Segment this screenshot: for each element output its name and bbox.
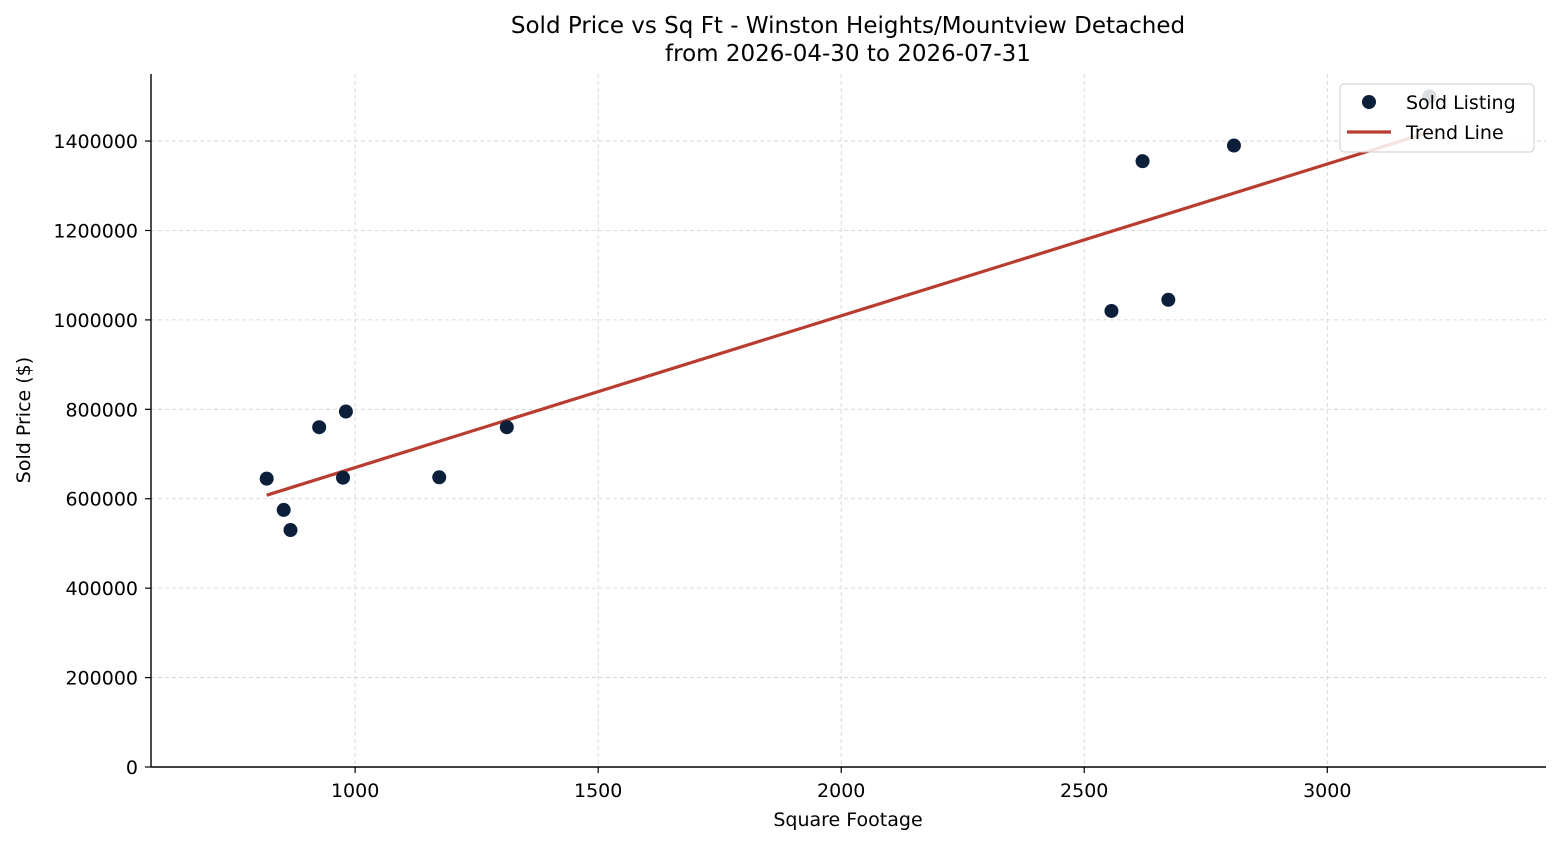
data-point [499, 420, 514, 435]
y-tick-label: 200000 [65, 668, 138, 690]
data-point [1161, 292, 1176, 307]
legend: Sold Listing Trend Line [1339, 83, 1535, 153]
data-point [335, 470, 350, 485]
x-axis-label: Square Footage [773, 809, 922, 831]
legend-marker-sold-listing [1362, 95, 1376, 109]
data-point [283, 523, 298, 538]
y-tick-label: 0 [126, 757, 138, 779]
data-point [1104, 303, 1119, 318]
y-tick-label: 1000000 [53, 310, 138, 332]
data-point [259, 471, 274, 486]
x-tick-label: 2500 [1060, 780, 1108, 802]
trend-line [266, 130, 1430, 497]
grid-lines [151, 74, 1546, 768]
data-point [276, 502, 291, 517]
y-tick-label: 800000 [65, 399, 138, 421]
tick-labels: 1000 1500 2000 2500 3000 0 200000 400000 600000 8… [53, 131, 1351, 802]
data-point [312, 420, 327, 435]
data-point [432, 470, 447, 485]
y-tick-label: 400000 [65, 578, 138, 600]
x-tick-label: 3000 [1303, 780, 1351, 802]
y-axis-label: Sold Price ($) [13, 357, 35, 483]
legend-label-sold-listing: Sold Listing [1406, 92, 1516, 114]
x-tick-label: 1000 [331, 780, 379, 802]
legend-box [1339, 83, 1535, 153]
chart-title-line2: from 2026-04-30 to 2026-07-31 [665, 41, 1031, 67]
x-tick-label: 1500 [574, 780, 622, 802]
axes [145, 74, 1546, 773]
chart-title-line1: Sold Price vs Sq Ft - Winston Heights/Mo… [511, 13, 1185, 39]
y-tick-label: 1400000 [53, 131, 138, 153]
data-point [338, 404, 353, 419]
y-tick-label: 1200000 [53, 220, 138, 242]
data-point [1135, 154, 1150, 169]
data-point [1226, 138, 1241, 153]
legend-label-trend-line: Trend Line [1405, 122, 1504, 144]
trend-line-layer [266, 130, 1430, 497]
x-tick-label: 2000 [817, 780, 865, 802]
y-tick-label: 600000 [65, 489, 138, 511]
